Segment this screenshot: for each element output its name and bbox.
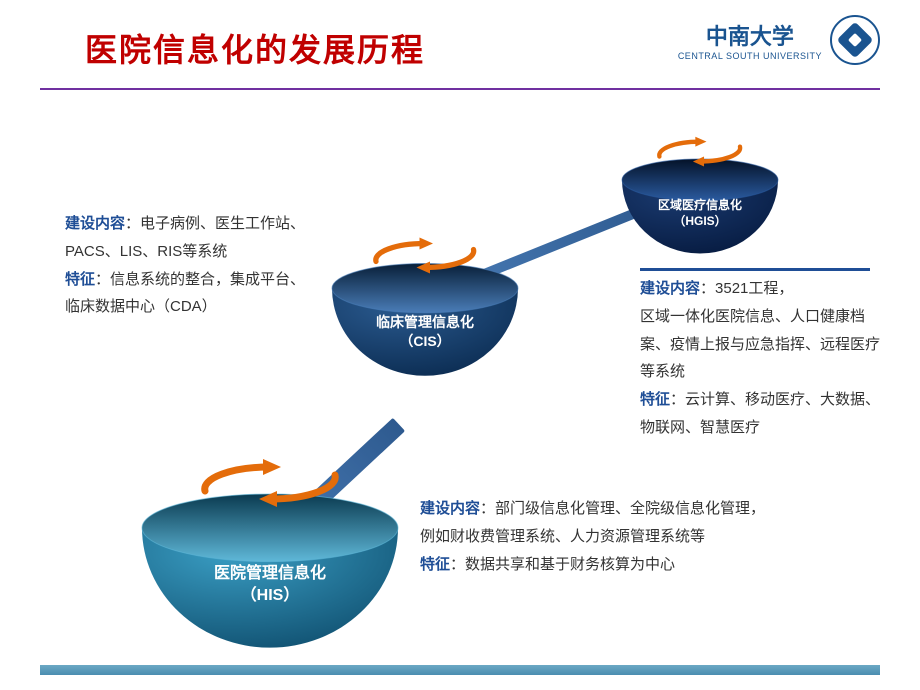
stage-his-label: 医院管理信息化（HIS） xyxy=(140,563,400,606)
university-logo: 中南大学 CENTRAL SOUTH UNIVERSITY xyxy=(678,15,880,65)
stage-hgis-label: 区域医疗信息化（HGIS） xyxy=(620,197,780,229)
hgis-desc-topbar xyxy=(640,268,870,271)
cis-desc: 建设内容：电子病例、医生工作站、PACS、LIS、RIS等系统特征：信息系统的整… xyxy=(65,210,315,321)
rotation-arrows-icon xyxy=(185,453,355,513)
header-divider xyxy=(40,88,880,90)
logo-emblem-icon xyxy=(830,15,880,65)
stage-his: 医院管理信息化（HIS） xyxy=(140,455,400,663)
stage-cis-label: 临床管理信息化（CIS） xyxy=(330,313,520,351)
rotation-arrows-icon xyxy=(647,133,752,170)
footer-bar xyxy=(40,665,880,675)
hgis-desc: 建设内容：3521工程，区域一体化医院信息、人口健康档案、疫情上报与应急指挥、远… xyxy=(640,275,885,442)
logo-cn-text: 中南大学 xyxy=(678,19,822,51)
logo-en-text: CENTRAL SOUTH UNIVERSITY xyxy=(678,51,822,61)
evolution-diagram: 医院管理信息化（HIS） 临床管理信息化（CIS） xyxy=(0,95,920,665)
stage-cis: 临床管理信息化（CIS） xyxy=(330,235,520,388)
rotation-arrows-icon xyxy=(361,233,489,278)
stage-hgis: 区域医疗信息化（HGIS） xyxy=(620,135,780,265)
his-desc: 建设内容：部门级信息化管理、全院级信息化管理，例如财收费管理系统、人力资源管理系… xyxy=(420,495,780,578)
